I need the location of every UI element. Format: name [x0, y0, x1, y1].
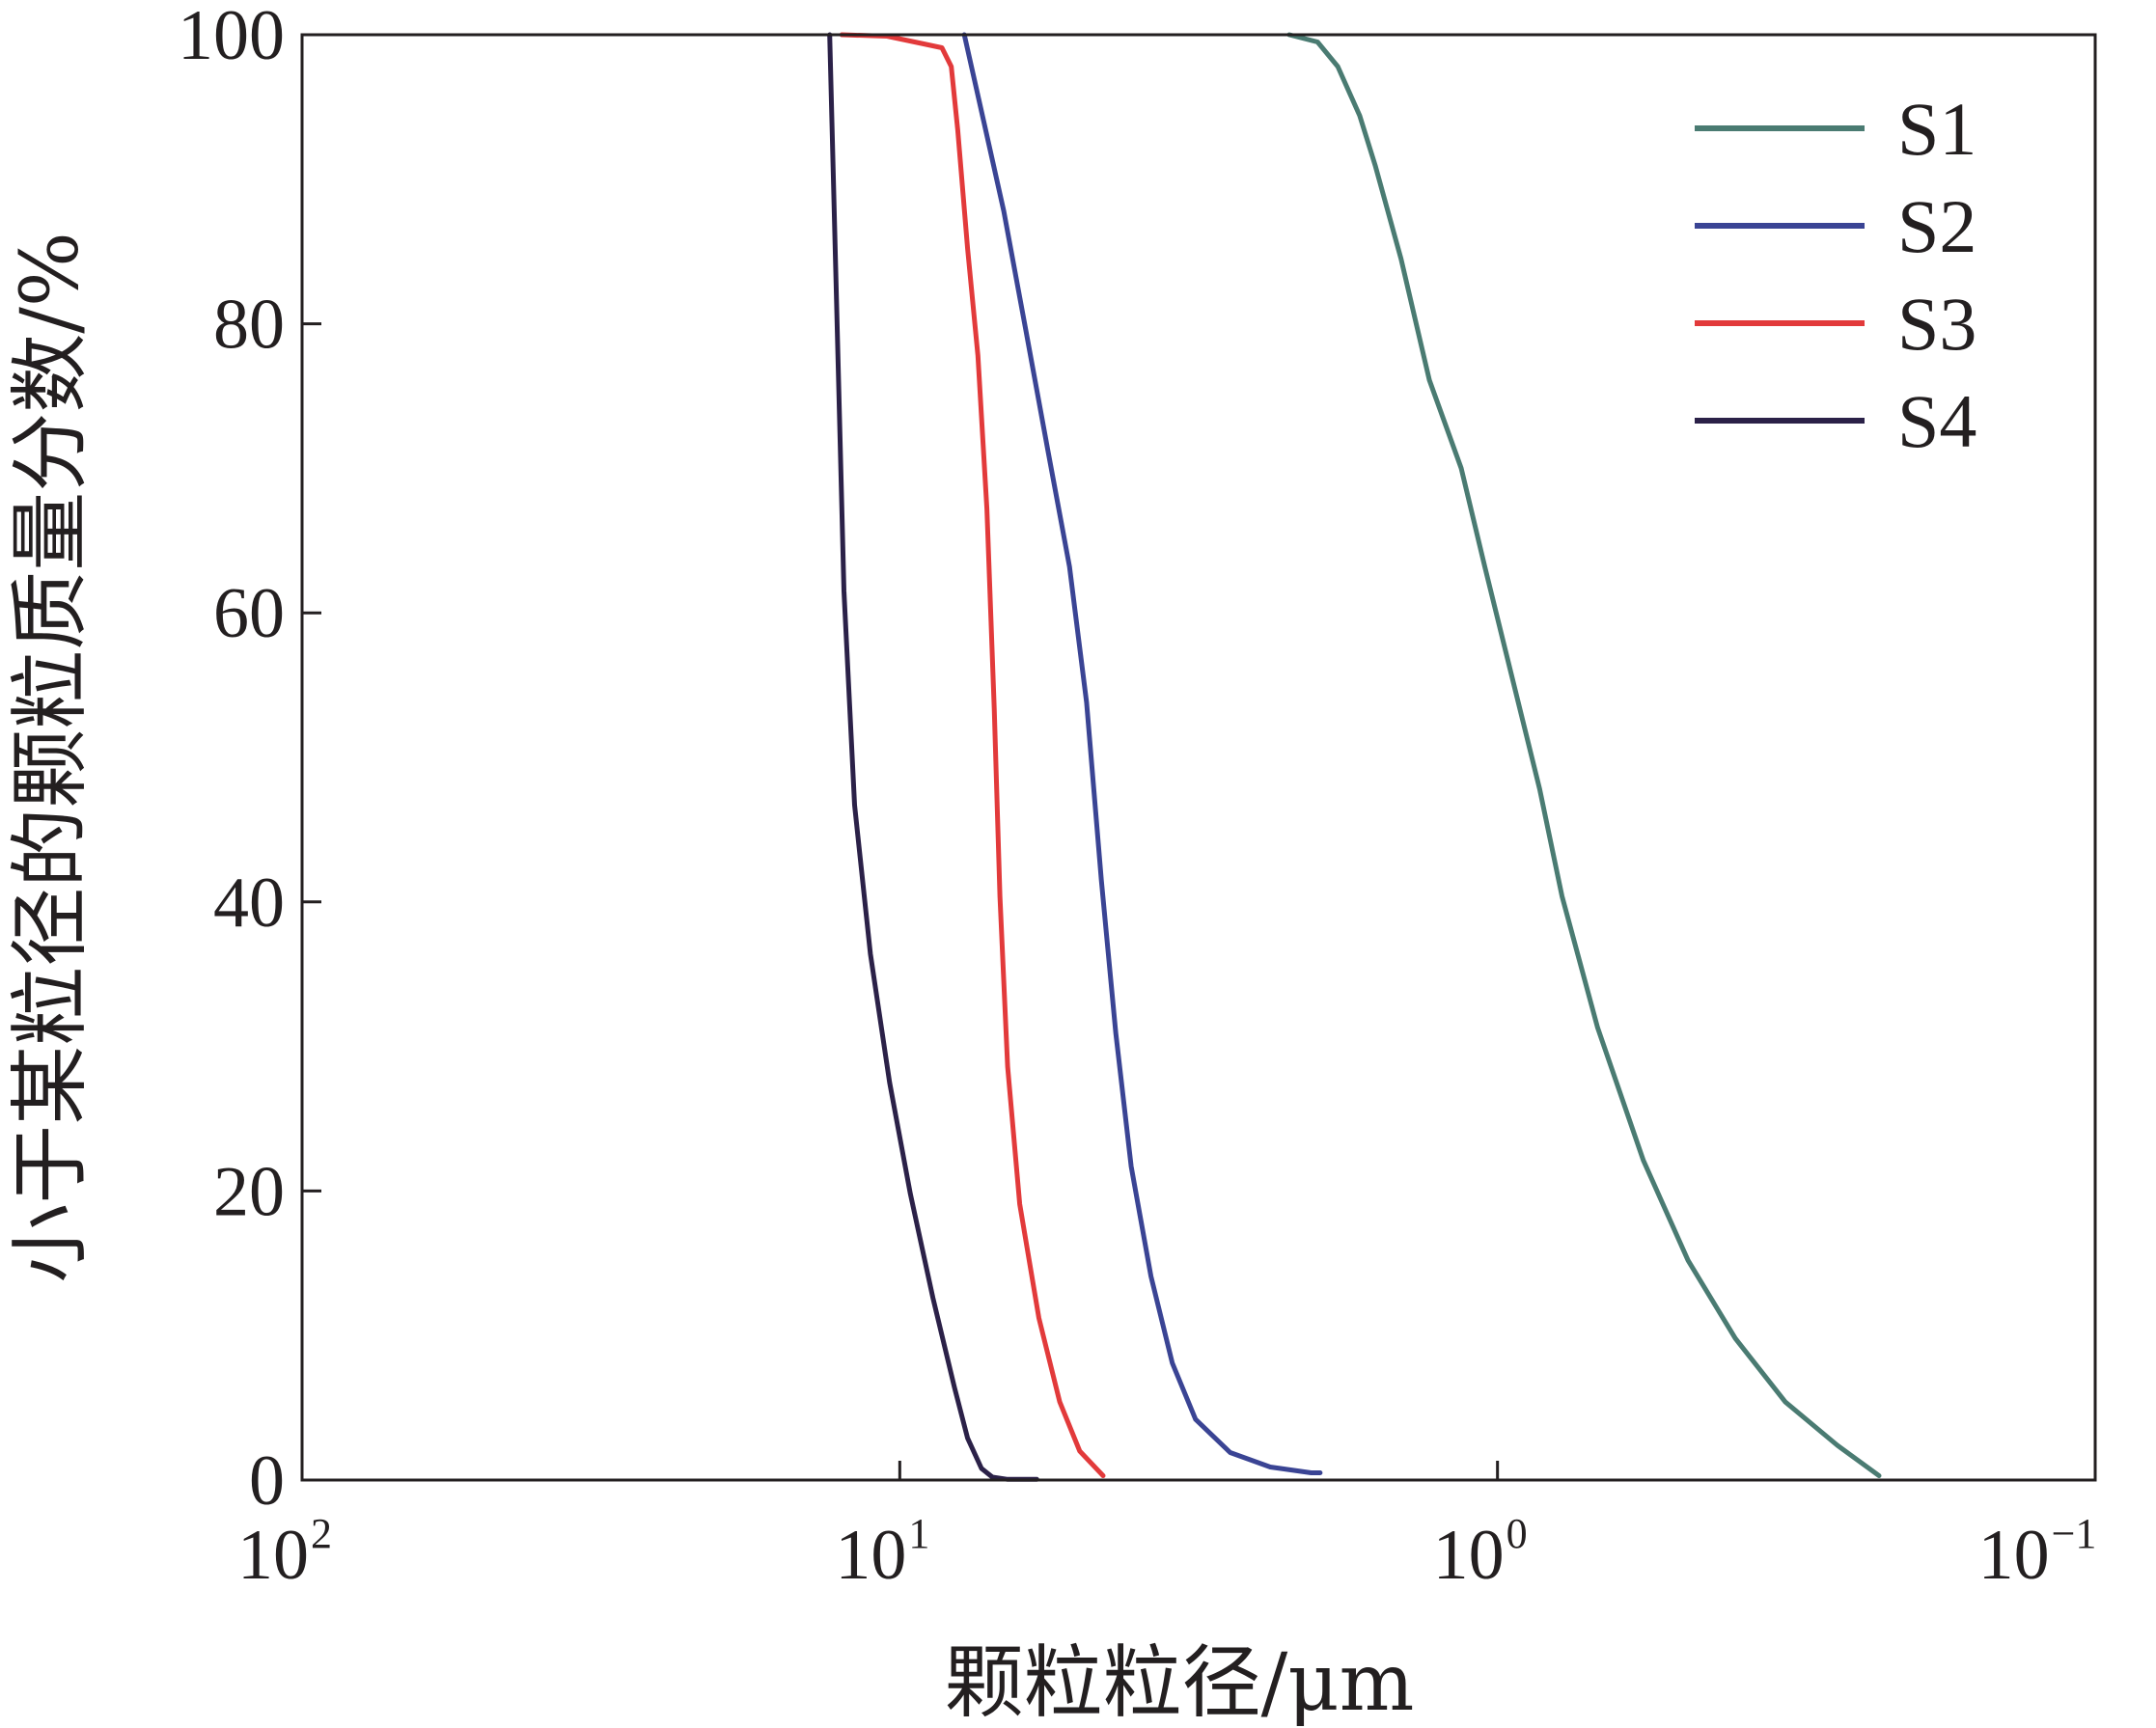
- series-line-s4: [827, 32, 1039, 1482]
- x-tick-label: 10−1: [1978, 1510, 2097, 1595]
- y-tick-label: 0: [249, 1441, 285, 1521]
- legend-label-s4: S4: [1897, 379, 1976, 463]
- legend-label-s2: S2: [1897, 184, 1976, 268]
- legend-label-s1: S1: [1897, 87, 1976, 171]
- y-axis-title: 小于某粒径的颗粒质量分数/%: [5, 232, 97, 1283]
- y-tick-label: 80: [213, 286, 285, 365]
- y-tick-label: 40: [213, 864, 285, 943]
- y-tick-label: 20: [213, 1152, 285, 1231]
- plot-frame: [300, 33, 2097, 1482]
- series-layer: [827, 32, 1882, 1482]
- y-tick-label: 100: [178, 0, 285, 75]
- x-axis-title: 颗粒粒径/μm: [945, 1637, 1415, 1728]
- series-line-s1: [1286, 32, 1882, 1478]
- legend: S1 S2 S3 S4: [1695, 87, 1976, 463]
- series-line-s3: [839, 32, 1106, 1478]
- y-tick-label: 60: [213, 574, 285, 653]
- legend-label-s3: S3: [1897, 282, 1976, 366]
- series-line-s2: [961, 32, 1323, 1475]
